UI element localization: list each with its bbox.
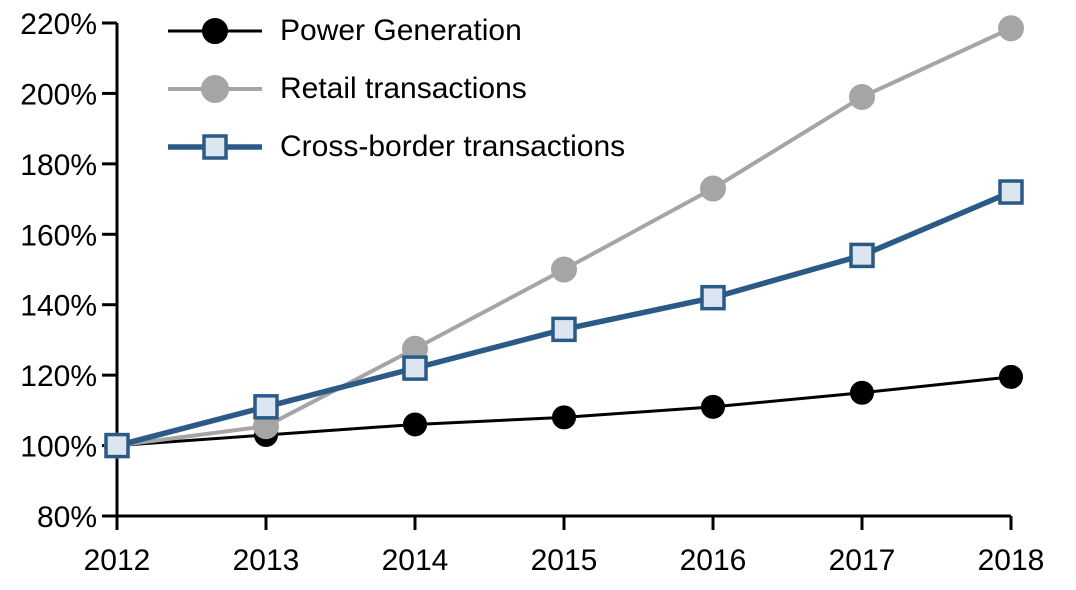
y-axis-tick-label: 220% xyxy=(20,8,97,41)
legend-label-retail-transactions: Retail transactions xyxy=(280,72,527,105)
series-cross-border-transactions xyxy=(104,179,1024,459)
data-point-power-generation xyxy=(552,405,576,430)
data-point-cross-border-transactions xyxy=(849,242,875,269)
chart-legend: Power Generation Retail transactions Cro… xyxy=(168,2,625,176)
x-axis-tick-label: 2015 xyxy=(531,544,598,577)
y-axis-tick-label: 200% xyxy=(20,78,97,111)
data-point-power-generation xyxy=(403,412,427,437)
legend-swatch-retail-transactions-icon xyxy=(168,75,262,103)
legend-marker xyxy=(202,18,228,44)
data-point-retail-transactions xyxy=(998,15,1024,42)
data-point-retail-transactions xyxy=(849,83,875,110)
y-axis-tick-label: 160% xyxy=(20,219,97,252)
legend-label-cross-border-transactions: Cross-border transactions xyxy=(280,130,626,163)
legend-item-power-generation: Power Generation xyxy=(168,2,625,60)
data-point-cross-border-transactions xyxy=(402,355,428,381)
y-axis-tick-label: 180% xyxy=(20,149,97,182)
x-axis-tick-label: 2018 xyxy=(978,544,1045,577)
data-point-cross-border-transactions xyxy=(104,432,130,459)
data-point-power-generation xyxy=(999,364,1023,389)
y-axis-tick-label: 120% xyxy=(20,360,97,393)
legend-label-power-generation: Power Generation xyxy=(280,14,522,47)
x-axis-tick-label: 2013 xyxy=(233,544,300,577)
series-retail-transactions xyxy=(104,15,1024,459)
data-point-cross-border-transactions xyxy=(998,179,1024,205)
data-point-cross-border-transactions xyxy=(253,394,279,420)
x-axis-tick-label: 2017 xyxy=(829,544,896,577)
y-axis-tick-label: 80% xyxy=(37,501,97,534)
data-point-cross-border-transactions xyxy=(551,316,577,343)
legend-marker xyxy=(202,134,228,160)
data-point-retail-transactions xyxy=(551,256,577,283)
data-point-cross-border-transactions xyxy=(700,284,726,311)
legend-marker xyxy=(201,75,229,103)
data-point-power-generation xyxy=(701,394,725,419)
y-axis-tick-label: 100% xyxy=(20,431,97,464)
x-axis-tick-label: 2012 xyxy=(84,544,151,577)
legend-swatch-cross-border-transactions-icon xyxy=(168,134,262,160)
x-axis-tick-label: 2014 xyxy=(382,544,449,577)
data-point-retail-transactions xyxy=(700,175,726,202)
legend-item-retail-transactions: Retail transactions xyxy=(168,60,625,118)
legend-item-cross-border-transactions: Cross-border transactions xyxy=(168,118,625,176)
x-axis-tick-label: 2016 xyxy=(680,544,747,577)
data-point-power-generation xyxy=(850,380,874,405)
legend-swatch-power-generation-icon xyxy=(168,18,262,44)
y-axis-tick-label: 140% xyxy=(20,290,97,323)
